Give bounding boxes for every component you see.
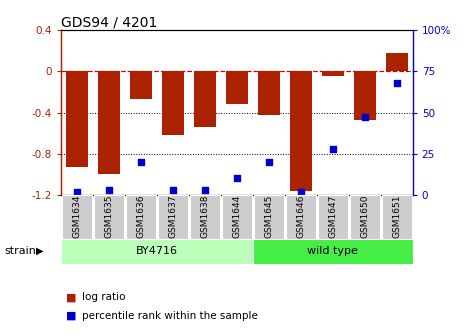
Point [329, 146, 337, 152]
Text: GSM1651: GSM1651 [392, 195, 401, 239]
Bar [66, 72, 88, 167]
Text: BY4716: BY4716 [136, 246, 178, 256]
Point [265, 159, 272, 165]
Text: GSM1647: GSM1647 [328, 195, 337, 239]
Point [361, 115, 369, 120]
Text: ■: ■ [66, 311, 76, 321]
Point [105, 187, 113, 193]
Text: GDS94 / 4201: GDS94 / 4201 [61, 15, 157, 29]
Bar [194, 72, 216, 127]
Text: GSM1635: GSM1635 [105, 195, 113, 239]
Text: ■: ■ [66, 292, 76, 302]
Point [169, 187, 177, 193]
Bar [226, 72, 248, 104]
Text: ▶: ▶ [36, 246, 44, 256]
Text: GSM1634: GSM1634 [72, 195, 82, 239]
Text: log ratio: log ratio [82, 292, 126, 302]
Text: GSM1650: GSM1650 [360, 195, 369, 239]
Point [393, 80, 401, 86]
Bar [386, 53, 408, 72]
Bar [98, 72, 120, 174]
Point [73, 189, 81, 194]
Bar [289, 72, 312, 191]
Text: GSM1646: GSM1646 [296, 195, 305, 239]
Text: GSM1637: GSM1637 [168, 195, 177, 239]
Point [297, 189, 304, 194]
Point [201, 187, 209, 193]
Text: GSM1644: GSM1644 [232, 195, 242, 238]
Bar [322, 72, 344, 76]
Point [233, 176, 241, 181]
Text: GSM1638: GSM1638 [200, 195, 209, 239]
Text: percentile rank within the sample: percentile rank within the sample [82, 311, 258, 321]
Bar [162, 72, 184, 135]
Text: wild type: wild type [307, 246, 358, 256]
Point [137, 159, 144, 165]
Bar [354, 72, 376, 120]
Text: GSM1636: GSM1636 [136, 195, 145, 239]
Text: strain: strain [5, 246, 37, 256]
Bar [130, 72, 152, 99]
Text: GSM1645: GSM1645 [265, 195, 273, 239]
Bar [257, 72, 280, 115]
